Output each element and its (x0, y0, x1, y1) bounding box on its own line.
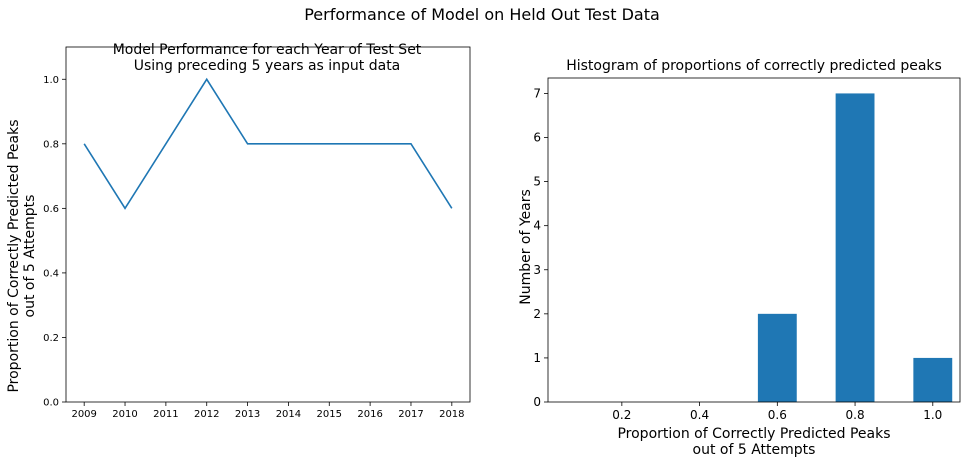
line-chart-title-line-2: Using preceding 5 years as input data (134, 58, 401, 74)
y-tick-label: 0.2 (43, 333, 59, 344)
y-tick-label: 2 (533, 307, 541, 321)
y-tick-label: 1.0 (43, 75, 59, 86)
y-tick-label: 4 (533, 219, 541, 233)
x-tick-label: 0.2 (612, 408, 631, 422)
figure-title: Performance of Model on Held Out Test Da… (304, 5, 660, 24)
series-line (83, 77, 453, 210)
x-tick-label: 2011 (153, 409, 178, 420)
y-tick-label: 0.4 (43, 268, 59, 279)
x-tick-label: 2012 (194, 409, 219, 420)
y-tick-label: 3 (533, 263, 541, 277)
line-chart-ylabel-line-1: Proportion of Correctly Predicted Peaks (6, 119, 22, 392)
histogram-bar (913, 357, 953, 402)
histogram-xlabel-line-1: Proportion of Correctly Predicted Peaks (617, 426, 890, 442)
x-tick-label: 2015 (317, 409, 342, 420)
x-tick-label: 1.0 (923, 408, 942, 422)
x-tick-label: 2009 (71, 409, 96, 420)
line-chart-panel: Model Performance for each Year of Test … (6, 42, 471, 420)
x-tick-label: 2014 (276, 409, 301, 420)
y-tick-label: 7 (533, 86, 541, 100)
x-tick-label: 2010 (112, 409, 137, 420)
histogram-y-axis: 0 1 2 3 4 5 6 7 (533, 86, 548, 409)
histogram-ylabel: Number of Years (518, 189, 534, 305)
y-tick-label: 0 (533, 395, 541, 409)
y-tick-label: 0.8 (43, 139, 59, 150)
histogram-plot-area (547, 77, 961, 403)
histogram-xlabel-line-2: out of 5 Attempts (693, 442, 816, 458)
histogram-x-axis: 0.2 0.4 0.6 0.8 1.0 (612, 402, 942, 422)
histogram-title: Histogram of proportions of correctly pr… (566, 58, 942, 74)
y-tick-label: 5 (533, 175, 541, 189)
x-tick-label: 2017 (398, 409, 423, 420)
line-chart-x-axis: 2009 2010 2011 2012 2013 2014 2015 2016 2017 2018 (71, 402, 465, 420)
line-chart-ylabel-line-2: out of 5 Attempts (22, 195, 38, 318)
x-tick-label: 2018 (439, 409, 464, 420)
y-tick-label: 0.6 (43, 204, 59, 215)
histogram-bar (757, 313, 797, 402)
x-tick-label: 2013 (235, 409, 260, 420)
histogram-bar (835, 93, 875, 402)
y-tick-label: 6 (533, 131, 541, 145)
x-tick-label: 0.4 (690, 408, 709, 422)
line-chart-plot-area (65, 46, 471, 403)
x-tick-label: 0.6 (768, 408, 787, 422)
line-chart-frame (65, 46, 471, 403)
line-chart-title-line-1: Model Performance for each Year of Test … (113, 42, 422, 58)
line-chart-y-axis: 0.0 0.2 0.4 0.6 0.8 1.0 (43, 75, 66, 409)
x-tick-label: 2016 (357, 409, 382, 420)
histogram-frame (547, 77, 961, 403)
x-tick-label: 0.8 (846, 408, 865, 422)
y-tick-label: 0.0 (43, 398, 59, 409)
y-tick-label: 1 (533, 351, 541, 365)
histogram-panel: Histogram of proportions of correctly pr… (518, 58, 961, 458)
